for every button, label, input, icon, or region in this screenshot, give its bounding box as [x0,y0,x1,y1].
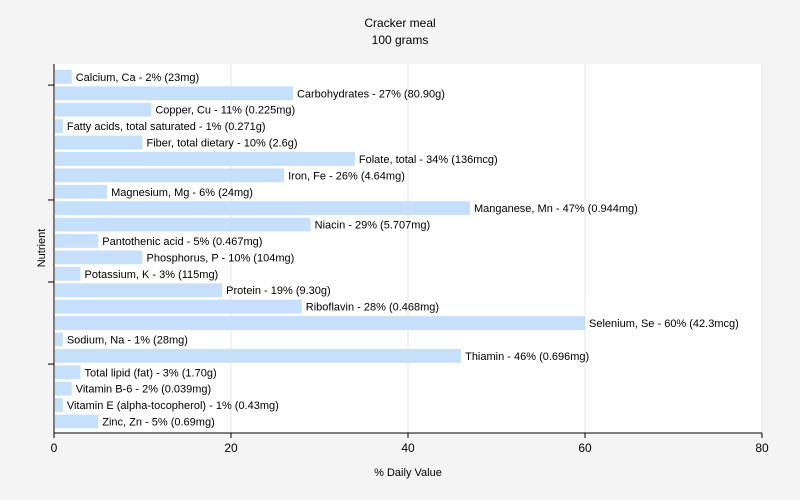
bar [55,86,293,101]
bar-label: Riboflavin - 28% (0.468mg) [306,302,439,314]
chart-title: Cracker meal [364,16,435,30]
bar [55,168,285,183]
x-axis-title: % Daily Value [374,467,442,479]
grid-lines [230,64,763,433]
bar [55,102,152,117]
x-tick-label: 40 [401,441,415,455]
bar [55,201,470,216]
bar-label: Sodium, Na - 1% (28mg) [67,334,188,346]
x-tick-label: 20 [224,441,238,455]
bar [55,250,143,265]
bar [55,299,302,314]
bar-labels: Calcium, Ca - 2% (23mg) Carbohydrates - 2… [67,72,739,429]
bar-label: Iron, Fe - 26% (4.64mg) [288,170,405,182]
chart-subtitle: 100 grams [372,33,429,47]
bar-label: Folate, total - 34% (136mcg) [359,154,498,166]
bars [55,70,585,429]
bar-label: Calcium, Ca - 2% (23mg) [76,72,199,84]
bar [55,217,311,232]
bar [55,414,99,429]
bar-label: Thiamin - 46% (0.696mg) [465,351,589,363]
bar-label: Total lipid (fat) - 3% (1.70g) [85,367,217,379]
bar-label: Potassium, K - 3% (115mg) [85,269,219,281]
bar [55,70,72,84]
x-tick-label: 60 [578,441,592,455]
bar [55,152,355,166]
axes: 0 20 40 60 80 [48,64,769,455]
bar-label: Phosphorus, P - 10% (104mg) [147,252,295,264]
bar-label: Copper, Cu - 11% (0.225mg) [155,105,295,117]
bar [55,119,63,134]
bar-label: Protein - 19% (9.30g) [226,285,331,297]
bar [55,135,143,150]
bar-label: Fatty acids, total saturated - 1% (0.271… [67,121,266,133]
x-tick-label: 80 [755,441,769,455]
bar [55,283,223,298]
bar [55,381,72,396]
y-axis-title: Nutrient [36,229,48,268]
bar [55,234,99,248]
bar [55,332,63,347]
bar-label: Zinc, Zn - 5% (0.69mg) [102,416,214,428]
bar-label: Selenium, Se - 60% (42.3mcg) [589,318,739,330]
bar [55,398,63,412]
bar-label: Manganese, Mn - 47% (0.944mg) [474,203,638,215]
bar [55,316,585,330]
x-tick-label: 0 [51,441,58,455]
bar-label: Carbohydrates - 27% (80.90g) [297,88,445,100]
bar-label: Magnesium, Mg - 6% (24mg) [111,187,253,199]
bar-label: Fiber, total dietary - 10% (2.6g) [147,138,298,150]
bar-label: Vitamin E (alpha-tocopherol) - 1% (0.43m… [67,400,279,412]
bar-label: Pantothenic acid - 5% (0.467mg) [102,236,262,248]
bar-label: Vitamin B-6 - 2% (0.039mg) [76,384,212,396]
bar-label: Niacin - 29% (5.707mg) [315,220,431,232]
bar [55,348,462,363]
bar [55,184,108,199]
bar [55,365,81,380]
bar [55,266,81,281]
